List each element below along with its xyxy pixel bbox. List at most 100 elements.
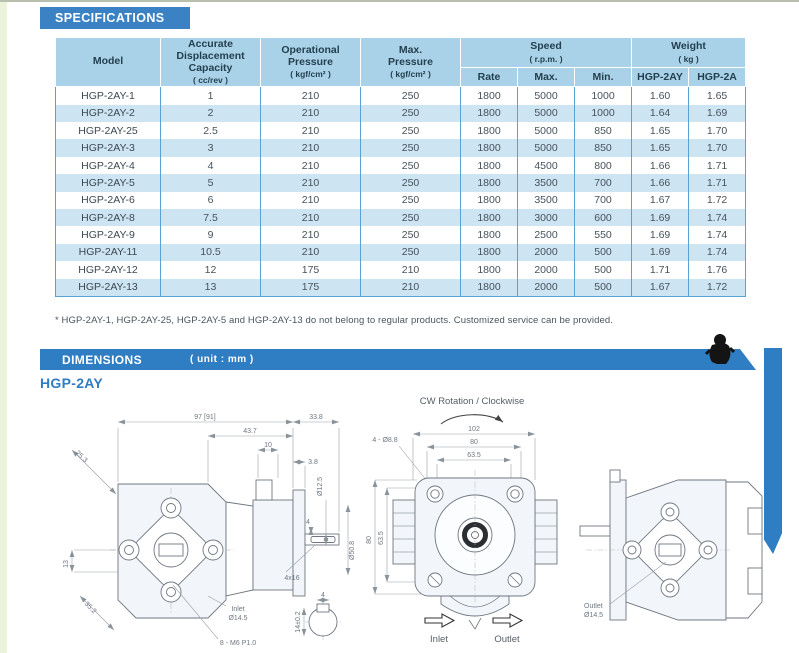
- dim-4: 4: [306, 519, 310, 526]
- rear-outlet-diameter: Ø14.5: [584, 612, 603, 619]
- front-dimension-lines: [372, 431, 536, 595]
- col-group-weight: Weight ( kg ): [631, 36, 747, 69]
- spec-value-cell: 210: [260, 104, 361, 123]
- mounting-bolt-holes: [118, 497, 224, 603]
- spec-value-cell: 10.5: [160, 243, 261, 262]
- spec-value-cell: 1800: [460, 139, 518, 157]
- dim-63-5-left: 63.5: [378, 531, 385, 545]
- spec-value-cell: 700: [573, 191, 633, 209]
- inlet-arrow: [424, 613, 456, 628]
- dim-corner-holes: 4 - Ø8.8: [372, 437, 397, 444]
- spec-table-header: Model Accurate Displacement Capacity ( c…: [55, 36, 747, 88]
- dimensions-unit-label: ( unit : mm ): [190, 354, 254, 365]
- spec-value-cell: 1.70: [688, 122, 747, 140]
- spec-value-cell: 1.67: [631, 278, 690, 297]
- shaft-key-slot: [310, 536, 336, 543]
- spec-value-cell: 250: [360, 191, 461, 209]
- col-header-weight-2ay: HGP-2AY: [631, 67, 690, 88]
- col-header-speed-min: Min.: [573, 67, 633, 88]
- inlet-port-label: Inlet: [430, 634, 448, 645]
- dim-80-top: 80: [470, 439, 478, 446]
- spec-table-row: HGP-2AY-2 2 210 250 1800 5000 1000 1.64 1.69: [55, 104, 747, 123]
- rear-bolt-holes: [622, 502, 718, 598]
- rear-port-notch-bottom: [747, 567, 763, 595]
- spec-value-cell: 175: [260, 261, 361, 279]
- spec-value-cell: 1000: [573, 104, 633, 123]
- spec-value-cell: 1.71: [631, 261, 690, 279]
- spec-value-cell: 1.65: [631, 139, 690, 157]
- model-cell: HGP-2AY-9: [55, 226, 161, 244]
- spec-table-row: HGP-2AY-3 3 210 250 1800 5000 850 1.65 1.70: [55, 139, 747, 157]
- spec-value-cell: 5: [160, 174, 261, 192]
- spec-value-cell: 1800: [460, 208, 518, 227]
- spec-value-cell: 5000: [517, 86, 575, 105]
- spec-value-cell: 2000: [517, 261, 575, 279]
- spec-value-cell: 850: [573, 122, 633, 140]
- shaft-key-detail: 14±0.2 4: [295, 592, 341, 640]
- spec-value-cell: 250: [360, 86, 461, 105]
- dim-97: 97 [91]: [194, 414, 215, 421]
- spec-value-cell: 3: [160, 139, 261, 157]
- dimensions-banner: DIMENSIONS ( unit : mm ): [40, 349, 756, 370]
- rear-outlet-label: Outlet: [584, 603, 603, 610]
- spec-value-cell: 800: [573, 156, 633, 175]
- spec-value-cell: 1.76: [688, 261, 747, 279]
- spec-table-body: HGP-2AY-1 1 210 250 1800 5000 1000 1.60 1.65 HGP-…: [55, 86, 747, 297]
- spec-value-cell: 1800: [460, 261, 518, 279]
- spec-value-cell: 600: [573, 208, 633, 227]
- col-group-speed: Speed ( r.p.m. ): [459, 36, 633, 69]
- spec-value-cell: 210: [260, 243, 361, 262]
- dim-4x16: 4x16: [284, 575, 299, 582]
- spec-value-cell: 1.67: [631, 191, 690, 209]
- spec-value-cell: 1800: [460, 174, 518, 192]
- spec-value-cell: 850: [573, 139, 633, 157]
- dim-35-2: 35.2: [83, 601, 98, 616]
- rear-shaft: [579, 525, 611, 537]
- dim-80-left: 80: [366, 536, 373, 544]
- model-cell: HGP-2AY-13: [55, 278, 161, 297]
- model-cell: HGP-2AY-8: [55, 208, 161, 227]
- rear-port-notch-top: [747, 507, 763, 535]
- spec-value-cell: 2.5: [160, 122, 261, 140]
- spec-value-cell: 3500: [517, 174, 575, 192]
- model-cell: HGP-2AY-3: [55, 139, 161, 157]
- spec-table-row: HGP-2AY-25 2.5 210 250 1800 5000 850 1.65 1.70: [55, 122, 747, 140]
- dim-25-3: 25.3: [74, 450, 89, 465]
- spec-value-cell: 1800: [460, 86, 518, 105]
- spec-value-cell: 175: [260, 278, 361, 297]
- spec-value-cell: 2: [160, 104, 261, 123]
- spec-value-cell: 1000: [573, 86, 633, 105]
- spec-value-cell: 250: [360, 139, 461, 157]
- spec-value-cell: 210: [260, 156, 361, 175]
- spec-value-cell: 5000: [517, 104, 575, 123]
- col-header-capacity: Accurate Displacement Capacity ( cc/rev …: [160, 36, 261, 88]
- dim-33-8: 33.8: [309, 414, 323, 421]
- clockwise-arrow: [440, 414, 504, 425]
- spec-value-cell: 1.60: [631, 86, 690, 105]
- spec-value-cell: 5000: [517, 122, 575, 140]
- pump-mid-body: [225, 501, 254, 597]
- table-footnote: * HGP-2AY-1, HGP-2AY-25, HGP-2AY-5 and H…: [55, 315, 614, 326]
- spec-value-cell: 1.72: [688, 191, 747, 209]
- spec-value-cell: 4: [160, 156, 261, 175]
- spec-value-cell: 210: [260, 226, 361, 244]
- model-cell: HGP-2AY-11: [55, 243, 161, 262]
- spec-value-cell: 210: [260, 174, 361, 192]
- model-cell: HGP-2AY-6: [55, 191, 161, 209]
- spec-value-cell: 250: [360, 156, 461, 175]
- rear-view-drawing: Outlet Ø14.5: [579, 469, 763, 621]
- spec-table-row: HGP-2AY-5 5 210 250 1800 3500 700 1.66 1.71: [55, 174, 747, 192]
- specifications-banner-label: SPECIFICATIONS: [55, 11, 165, 25]
- spec-value-cell: 2000: [517, 243, 575, 262]
- dim-key-4: 4: [321, 592, 325, 599]
- rotation-direction-label: CW Rotation / Clockwise: [420, 396, 525, 407]
- spec-value-cell: 700: [573, 174, 633, 192]
- col-header-model: Model: [55, 36, 161, 88]
- col-header-speed-max: Max.: [517, 67, 575, 88]
- spec-value-cell: 250: [360, 174, 461, 192]
- rear-key-slot: [658, 543, 682, 557]
- spec-value-cell: 1.66: [631, 174, 690, 192]
- spec-value-cell: 210: [260, 191, 361, 209]
- decorative-blue-bar: [764, 348, 782, 554]
